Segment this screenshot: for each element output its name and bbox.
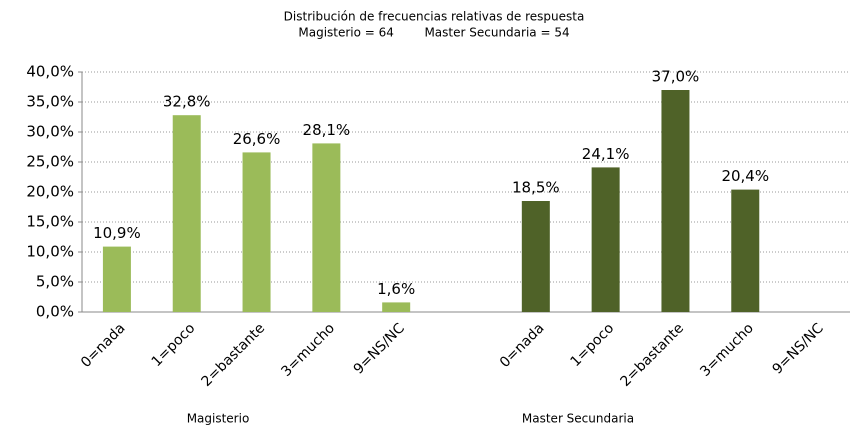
y-tick-label: 10,0% — [26, 243, 74, 261]
bar — [661, 90, 690, 312]
bar — [731, 189, 760, 312]
x-tick-label: 1=poco — [149, 320, 199, 370]
data-label: 20,4% — [721, 167, 769, 185]
bar — [382, 302, 411, 312]
x-tick-label: 0=nada — [78, 320, 129, 371]
data-label: 10,9% — [93, 224, 141, 242]
y-tick-label: 0,0% — [36, 303, 74, 321]
x-tick-label: 9=NS/NC — [769, 320, 826, 377]
x-tick-label: 3=mucho — [278, 320, 338, 380]
x-tick-label: 1=poco — [568, 320, 618, 370]
x-tick-label: 3=mucho — [697, 320, 757, 380]
y-tick-label: 40,0% — [26, 63, 74, 81]
bar — [172, 115, 201, 312]
bar — [591, 167, 620, 312]
data-label: 1,6% — [377, 280, 415, 298]
chart-subtitle: Magisterio = 64 Master Secundaria = 54 — [298, 26, 569, 40]
y-tick-label: 5,0% — [36, 273, 74, 291]
data-label: 32,8% — [163, 93, 211, 111]
y-tick-label: 35,0% — [26, 93, 74, 111]
x-tick-label: 2=bastante — [617, 320, 687, 390]
bar — [312, 143, 341, 312]
y-tick-label: 15,0% — [26, 213, 74, 231]
data-label: 37,0% — [652, 68, 700, 86]
group-label: Master Secundaria — [522, 412, 634, 426]
bar — [102, 246, 131, 312]
data-label: 28,1% — [303, 121, 351, 139]
data-label: 24,1% — [582, 145, 630, 163]
bar — [521, 201, 550, 312]
chart-title: Distribución de frecuencias relativas de… — [284, 10, 585, 24]
bar — [242, 152, 271, 312]
x-tick-label: 9=NS/NC — [351, 320, 408, 377]
data-label: 18,5% — [512, 179, 560, 197]
x-tick-label: 2=bastante — [199, 320, 269, 390]
x-tick-label: 0=nada — [497, 320, 548, 371]
data-label: 26,6% — [233, 130, 281, 148]
y-tick-label: 30,0% — [26, 123, 74, 141]
y-tick-label: 25,0% — [26, 153, 74, 171]
group-label: Magisterio — [187, 412, 250, 426]
y-tick-label: 20,0% — [26, 183, 74, 201]
